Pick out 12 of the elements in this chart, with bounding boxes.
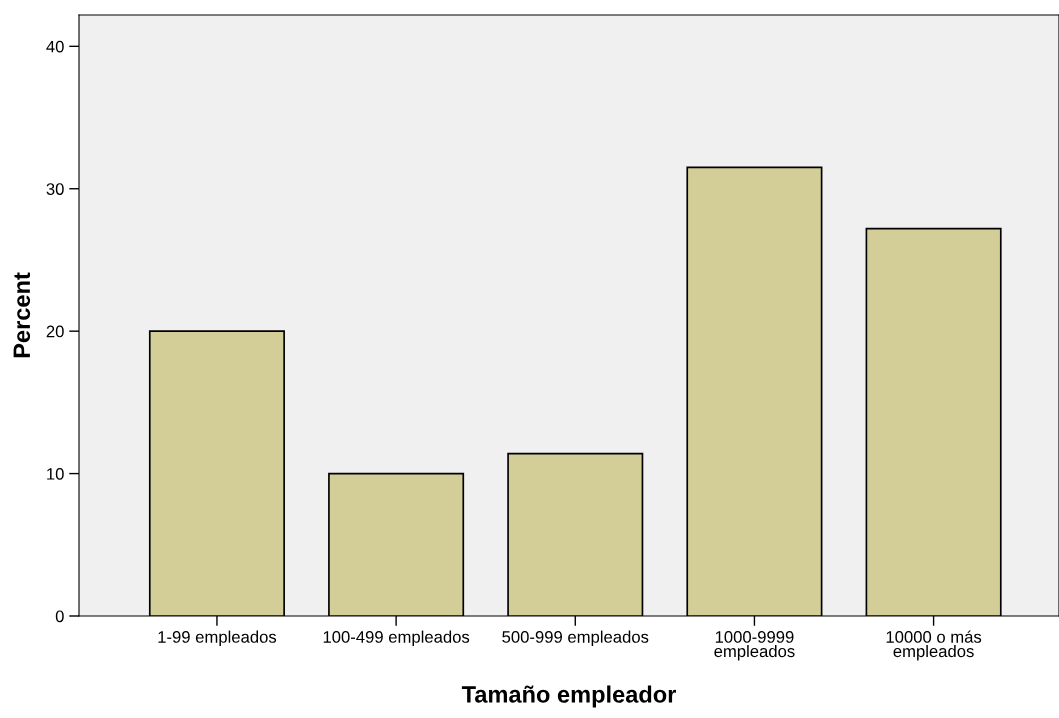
x-tick-label: 100-499 empleados: [323, 630, 470, 647]
y-axis-title: Percent: [13, 272, 31, 358]
x-tick-label: 1-99 empleados: [158, 630, 277, 647]
x-axis-title: Tamaño empleador: [461, 685, 677, 708]
x-tick-label: 10000 o más empleados: [886, 630, 982, 661]
x-tick-label: 1000-9999 empleados: [714, 631, 795, 661]
y-tick-label: 30: [46, 183, 64, 195]
y-tick-label: 0: [55, 610, 64, 623]
y-tick-label: 10: [47, 467, 64, 480]
y-tick-label: 40: [46, 40, 64, 53]
y-tick-label: 20: [46, 325, 64, 338]
x-tick-label: 500-999 empleados: [502, 630, 649, 647]
